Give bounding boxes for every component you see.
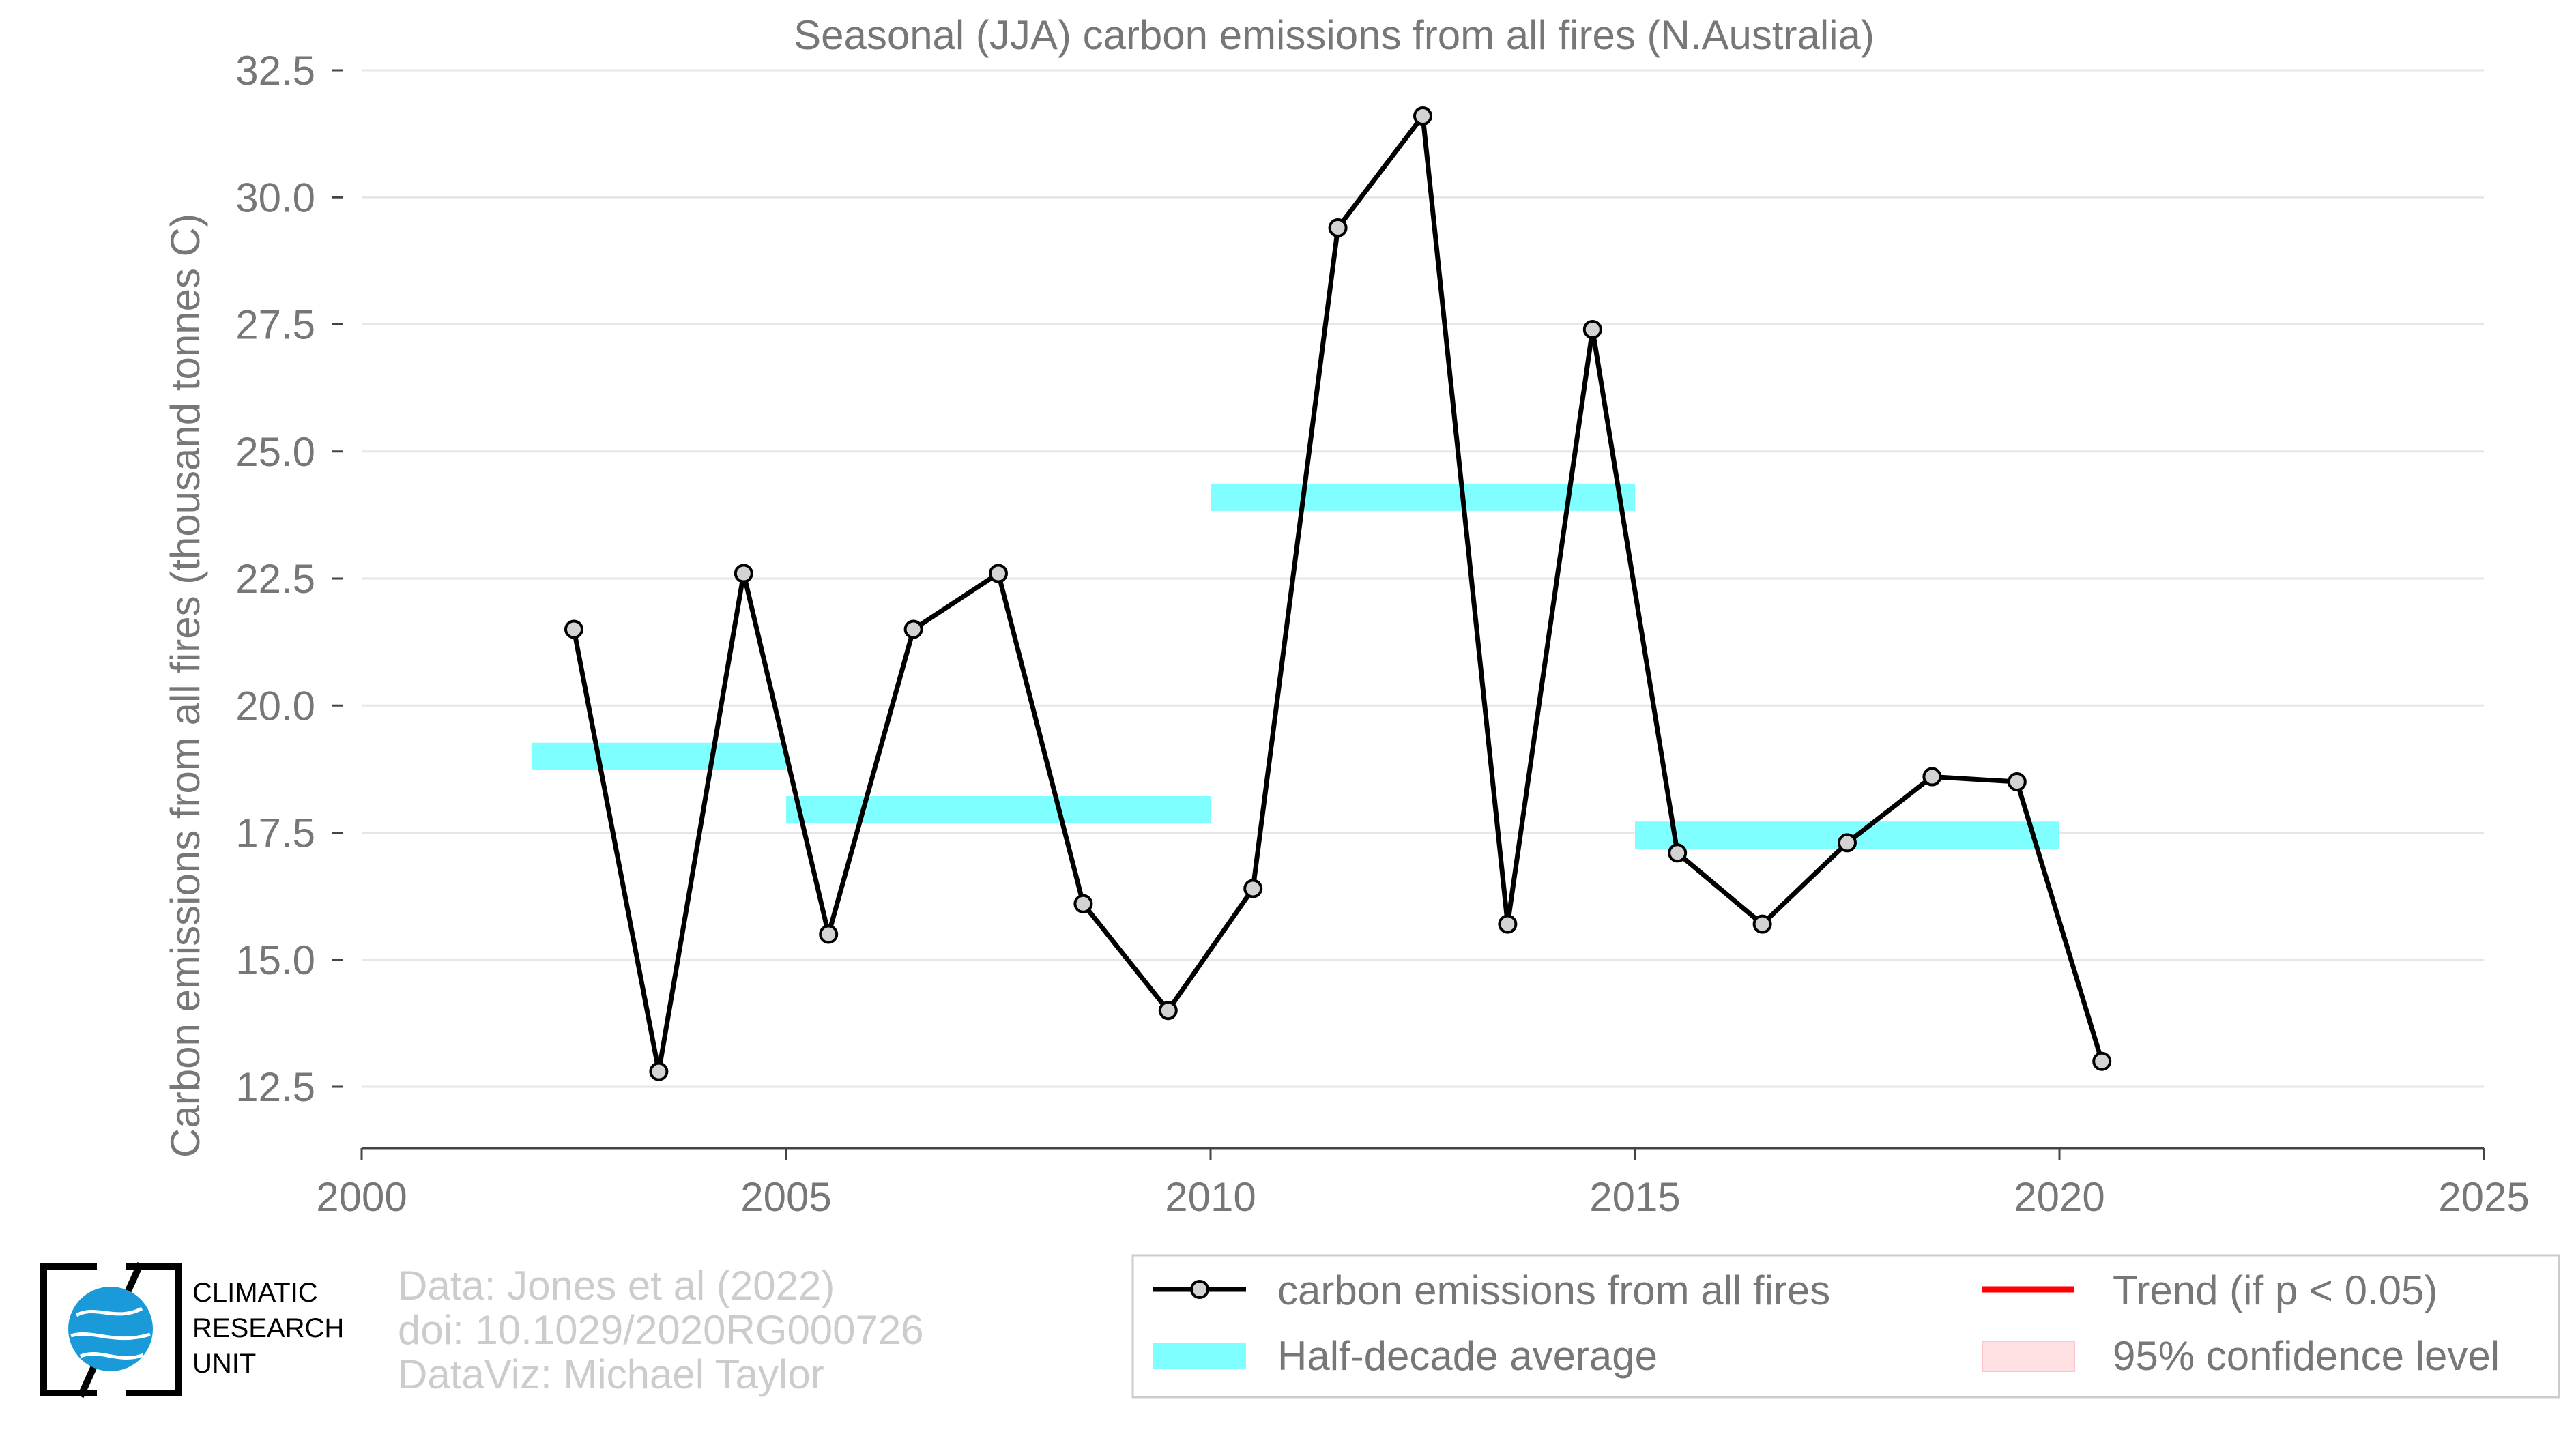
x-tick-label: 2005 (740, 1174, 831, 1220)
data-point (564, 619, 583, 639)
data-point (1922, 767, 1942, 787)
legend-label: 95% confidence level (2113, 1333, 2500, 1379)
y-tick-label: 17.5 (235, 810, 315, 856)
data-point (819, 924, 839, 944)
data-point (1413, 106, 1432, 126)
data-point (1243, 879, 1263, 898)
logo-text: RESEARCH (192, 1313, 344, 1343)
legend-frame (1131, 1254, 2560, 1399)
data-point (1073, 894, 1093, 913)
data-point (1328, 218, 1348, 237)
half-decade-band (786, 795, 1211, 823)
y-tick-label: 12.5 (235, 1064, 315, 1110)
logo-text: UNIT (192, 1349, 256, 1379)
x-tick-label: 2010 (1165, 1174, 1256, 1220)
data-point (1668, 843, 1688, 863)
data-point (903, 619, 923, 639)
data-point (2007, 772, 2027, 791)
x-tick-label: 2000 (316, 1174, 407, 1220)
legend-item-series: carbon emissions from all fires (1153, 1268, 1830, 1313)
cru-logo: CLIMATIC RESEARCH UNIT (40, 1261, 344, 1399)
legend-item-trend: Trend (if p < 0.05) (1982, 1268, 2437, 1313)
x-tick-label: 2015 (1589, 1174, 1680, 1220)
legend-label: carbon emissions from all fires (1277, 1268, 1830, 1313)
legend: carbon emissions from all fires Trend (i… (1131, 1254, 2560, 1399)
y-tick-label: 27.5 (235, 302, 315, 348)
half-decade-bands (531, 483, 2059, 849)
credit-line: DataViz: Michael Taylor (398, 1351, 824, 1397)
data-point (2092, 1051, 2112, 1071)
data-point (989, 564, 1008, 583)
series-line (571, 113, 2104, 1074)
data-point (649, 1062, 669, 1081)
series (564, 106, 2112, 1081)
y-tick-label: 22.5 (235, 556, 315, 602)
logo-text: CLIMATIC (192, 1278, 318, 1308)
y-tick-label: 15.0 (235, 937, 315, 983)
legend-item-confidence: 95% confidence level (1982, 1333, 2500, 1379)
chart-title: Seasonal (JJA) carbon emissions from all… (794, 12, 1875, 58)
y-tick-label: 25.0 (235, 429, 315, 475)
data-point (1752, 914, 1772, 934)
axes: 12.5 15.0 17.5 20.0 22.5 25.0 27.5 30.0 32.5 2000… (235, 48, 2530, 1220)
globe-icon (68, 1287, 153, 1371)
legend-item-half-decade: Half-decade average (1153, 1333, 1658, 1379)
grid (362, 69, 2484, 1088)
data-point (1838, 833, 1857, 853)
y-tick-label: 32.5 (235, 48, 315, 93)
credit-line: Data: Jones et al (2022) (398, 1263, 835, 1308)
data-point (1498, 914, 1518, 934)
logo-bracket (40, 1263, 97, 1396)
half-decade-band (1211, 483, 1635, 511)
credit-line: doi: 10.1029/2020RG000726 (398, 1307, 924, 1353)
x-tick-label: 2025 (2438, 1174, 2529, 1220)
y-tick-label: 30.0 (235, 175, 315, 220)
legend-label: Half-decade average (1277, 1333, 1658, 1379)
data-point (1582, 319, 1602, 339)
credits: Data: Jones et al (2022) doi: 10.1029/20… (398, 1263, 924, 1397)
data-point (734, 564, 753, 583)
half-decade-band (531, 742, 786, 770)
legend-label: Trend (if p < 0.05) (2113, 1268, 2437, 1313)
y-axis-label: Carbon emissions from all fires (thousan… (162, 214, 208, 1158)
data-point (1158, 1001, 1178, 1021)
logo-bracket (126, 1263, 182, 1396)
y-tick-label: 20.0 (235, 683, 315, 729)
x-tick-label: 2020 (2014, 1174, 2104, 1220)
